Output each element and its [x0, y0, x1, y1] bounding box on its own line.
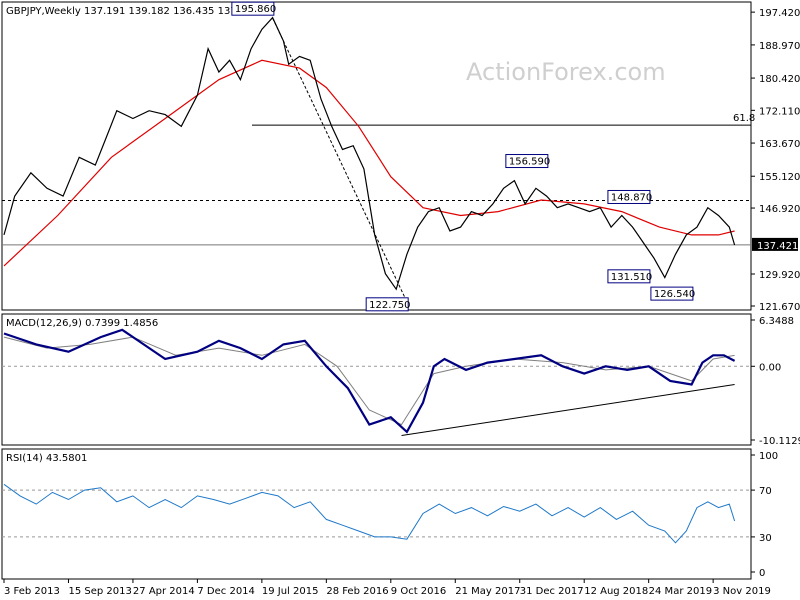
price-y-tick-label: 197.420	[759, 8, 800, 19]
rsi-y-tick-label: 70	[759, 486, 772, 497]
fib-61-8-label: 61.8	[733, 113, 755, 124]
annotation-label: 126.540	[654, 289, 695, 300]
annotation-box	[607, 269, 651, 284]
price-y-tick-label: 163.670	[759, 139, 800, 150]
price-y-tick-label: 129.920	[759, 270, 800, 281]
macd-y-tick-label: 6.3488	[759, 316, 794, 327]
x-tick-label: 24 Mar 2019	[649, 586, 712, 597]
annotation-label: 131.510	[611, 272, 652, 283]
price-y-tick-label: 180.420	[759, 74, 800, 85]
macd-trendline	[401, 384, 735, 437]
x-tick-label: 3 Feb 2013	[4, 586, 60, 597]
rsi-y-tick-label: 100	[759, 451, 778, 462]
annotation-label: 195.860	[235, 4, 276, 15]
macd-y-tick-label: -10.1129	[759, 436, 800, 447]
price-y-tick-label: 146.920	[759, 204, 800, 215]
price-y-tick-label: 121.670	[759, 302, 800, 313]
annotation-label: 148.870	[611, 192, 652, 203]
x-tick-label: 12 Aug 2018	[584, 586, 648, 597]
price-y-tick-label: 172.110	[759, 106, 800, 117]
current-price-box	[752, 237, 798, 251]
rsi-layer: 100 70 30 0	[2, 451, 778, 579]
header-symbol: GBPJPY,Weekly	[6, 6, 81, 17]
x-tick-label: 7 Dec 2014	[197, 586, 255, 597]
price-line	[3, 16, 736, 291]
x-tick-label: 3 Nov 2019	[713, 586, 771, 597]
annotation-box	[505, 154, 549, 169]
rsi-panel-frame	[1, 448, 752, 580]
macd-signal-line	[3, 336, 735, 426]
rsi-title: RSI(14) 43.5801	[6, 453, 87, 464]
macd-y-tick-label: 0.00	[759, 362, 781, 373]
annotation-box	[231, 1, 275, 16]
annotation-label: 156.590	[509, 157, 550, 168]
swing-dashed-line	[272, 17, 408, 303]
price-y-tick-label: 188.970	[759, 41, 800, 52]
annotation-box	[607, 189, 651, 204]
x-tick-label: 28 Feb 2016	[326, 586, 388, 597]
rsi-y-tick-label: 30	[759, 533, 772, 544]
macd-panel-frame	[1, 313, 752, 446]
annotation-box	[365, 297, 409, 312]
annotation-label: 122.750	[369, 300, 410, 311]
x-tick-label: 21 May 2017	[455, 586, 520, 597]
watermark: ActionForex.com	[466, 58, 666, 86]
annotation-box	[650, 286, 694, 301]
price-layer: 197.420 188.970 180.420 172.110 163.670 155.1…	[2, 1, 800, 313]
price-panel-frame	[1, 1, 752, 311]
x-tick-label: 31 Dec 2017	[520, 586, 584, 597]
price-y-tick-label: 155.120	[759, 172, 800, 183]
moving-average-line	[3, 59, 735, 267]
x-tick-label: 27 Apr 2014	[133, 586, 195, 597]
header-ohlc: 137.191 139.182 136.435 137.421	[84, 6, 259, 17]
current-price-label: 137.421	[757, 241, 798, 252]
macd-line	[3, 328, 736, 434]
x-tick-label: 19 Jul 2015	[262, 586, 319, 597]
macd-title: MACD(12,26,9) 0.7399 1.4856	[6, 318, 158, 329]
rsi-y-tick-label: 0	[759, 568, 765, 579]
x-tick-label: 15 Sep 2013	[68, 586, 131, 597]
x-axis: 3 Feb 2013 15 Sep 2013 27 Apr 2014 7 Dec 20…	[3, 579, 771, 597]
macd-layer: 6.3488 0.00 -10.1129	[2, 316, 800, 447]
rsi-line	[3, 483, 736, 544]
x-tick-label: 9 Oct 2016	[391, 586, 446, 597]
